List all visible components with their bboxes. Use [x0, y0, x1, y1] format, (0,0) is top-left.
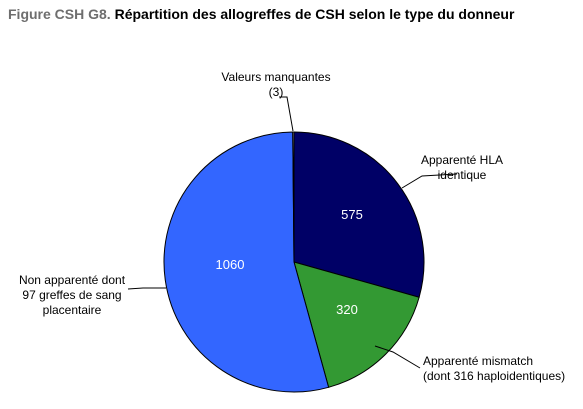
slice-value-label: 575	[341, 207, 363, 222]
pie-slice-2	[163, 131, 330, 393]
pie-slice-1	[293, 261, 420, 388]
slice-category-label: Non apparenté dont 97 greffes de sang plac…	[19, 273, 126, 317]
slice-value-label: 1060	[216, 257, 245, 272]
pie-slice-3	[292, 131, 295, 263]
leader-line	[401, 173, 458, 189]
slice-category-label: Apparenté mismatch (dont 316 haploidentiq…	[423, 354, 565, 383]
slice-category-label: Apparenté HLA identique	[421, 153, 503, 182]
slice-value-label: 320	[336, 302, 358, 317]
figure-title: Figure CSH G8. Répartition des allogreff…	[8, 6, 514, 22]
leader-line	[279, 96, 294, 132]
leader-line	[374, 345, 421, 369]
figure-title-text: Répartition des allogreffes de CSH selon…	[114, 6, 515, 22]
pie-slice-0	[293, 131, 425, 298]
leader-line	[127, 287, 166, 290]
figure-label: Figure CSH G8.	[8, 6, 111, 22]
slice-category-label: Valeurs manquantes (3)	[221, 70, 330, 99]
